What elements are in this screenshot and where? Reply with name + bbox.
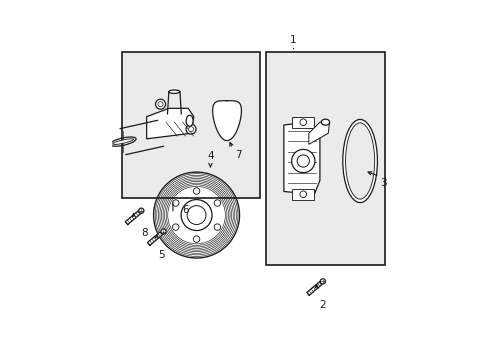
Circle shape (188, 127, 193, 132)
Ellipse shape (321, 119, 329, 125)
Circle shape (193, 188, 200, 194)
Circle shape (181, 199, 212, 230)
Ellipse shape (186, 115, 193, 126)
Polygon shape (308, 122, 329, 144)
Polygon shape (292, 117, 314, 128)
Circle shape (297, 155, 309, 167)
Text: 4: 4 (207, 151, 213, 161)
Polygon shape (147, 232, 162, 246)
Circle shape (187, 206, 205, 225)
Polygon shape (212, 101, 241, 141)
Bar (265, 51, 384, 265)
Bar (265, 51, 384, 265)
Circle shape (299, 119, 306, 126)
Circle shape (214, 200, 220, 206)
Bar (122, 51, 260, 198)
Ellipse shape (168, 90, 180, 94)
Text: 5: 5 (158, 250, 165, 260)
Polygon shape (292, 189, 314, 200)
Circle shape (161, 229, 166, 234)
Circle shape (299, 191, 306, 198)
Circle shape (153, 172, 239, 258)
Bar (122, 51, 260, 198)
Text: 1: 1 (290, 35, 296, 45)
Text: 6: 6 (183, 204, 189, 215)
Circle shape (291, 149, 314, 173)
Circle shape (158, 102, 163, 107)
Ellipse shape (345, 123, 374, 199)
Text: 3: 3 (380, 177, 386, 188)
Circle shape (155, 99, 165, 109)
Ellipse shape (112, 139, 133, 144)
Text: 8: 8 (141, 228, 147, 238)
Circle shape (172, 200, 179, 206)
Text: 7: 7 (235, 150, 242, 160)
Circle shape (172, 224, 179, 230)
Circle shape (214, 224, 220, 230)
Circle shape (193, 236, 200, 242)
Polygon shape (284, 122, 319, 194)
Polygon shape (125, 211, 140, 225)
Circle shape (139, 208, 143, 213)
Ellipse shape (342, 120, 377, 203)
Text: 2: 2 (319, 300, 325, 310)
Ellipse shape (110, 137, 136, 146)
Polygon shape (306, 282, 321, 295)
Circle shape (185, 124, 196, 134)
Circle shape (320, 279, 325, 284)
Polygon shape (146, 108, 193, 139)
